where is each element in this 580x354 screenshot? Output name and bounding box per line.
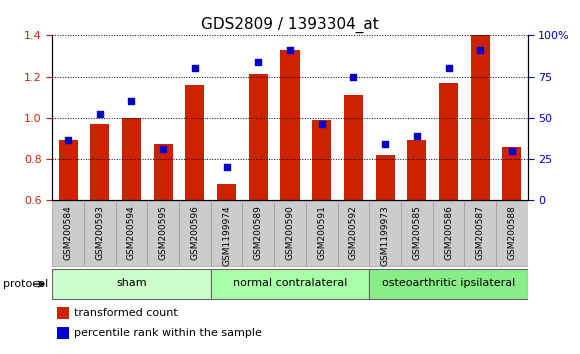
FancyBboxPatch shape [52,269,211,299]
Point [158,146,168,152]
Bar [281,50,299,200]
FancyBboxPatch shape [84,201,115,266]
Text: GSM200594: GSM200594 [127,205,136,260]
Text: protocol: protocol [3,279,48,289]
Text: sham: sham [116,278,147,289]
Text: GSM200591: GSM200591 [317,205,326,260]
FancyBboxPatch shape [338,201,369,266]
Bar [217,183,236,200]
Text: GSM200592: GSM200592 [349,205,358,260]
FancyBboxPatch shape [211,269,369,299]
FancyBboxPatch shape [306,201,338,266]
Text: normal contralateral: normal contralateral [233,278,347,289]
Bar [312,120,331,200]
Point [127,98,136,104]
FancyBboxPatch shape [179,201,211,266]
Bar [57,307,69,319]
Text: GSM200589: GSM200589 [254,205,263,260]
Bar [471,35,490,200]
Bar [502,147,521,200]
Bar [407,140,426,200]
FancyBboxPatch shape [465,201,496,266]
Point [476,47,485,53]
Point [317,121,327,127]
Text: GSM200586: GSM200586 [444,205,453,260]
Point [444,65,453,71]
Bar [376,155,394,200]
Text: GSM1199974: GSM1199974 [222,205,231,266]
FancyBboxPatch shape [211,201,242,266]
FancyBboxPatch shape [115,201,147,266]
Text: GSM1199973: GSM1199973 [380,205,390,266]
Text: GSM200593: GSM200593 [95,205,104,260]
FancyBboxPatch shape [369,269,528,299]
FancyBboxPatch shape [274,201,306,266]
Title: GDS2809 / 1393304_at: GDS2809 / 1393304_at [201,16,379,33]
Point [253,59,263,65]
Text: GSM200588: GSM200588 [508,205,516,260]
Bar [57,327,69,339]
Text: percentile rank within the sample: percentile rank within the sample [74,328,262,338]
Point [190,65,200,71]
Text: GSM200584: GSM200584 [64,205,72,260]
Text: GSM200587: GSM200587 [476,205,485,260]
Point [63,137,72,143]
Point [222,164,231,170]
Bar [90,124,109,200]
Point [285,47,295,53]
Text: GSM200596: GSM200596 [190,205,200,260]
Point [412,133,422,139]
FancyBboxPatch shape [401,201,433,266]
FancyBboxPatch shape [369,201,401,266]
FancyBboxPatch shape [52,201,84,266]
Bar [186,85,204,200]
Bar [249,74,268,200]
Point [380,142,390,147]
Text: GSM200590: GSM200590 [285,205,295,260]
Bar [154,144,173,200]
Point [349,74,358,79]
Point [95,111,104,116]
Bar [439,83,458,200]
Bar [344,95,363,200]
Bar [59,140,78,200]
Bar [122,118,141,200]
Text: osteoarthritic ipsilateral: osteoarthritic ipsilateral [382,278,515,289]
Point [508,148,517,154]
Text: GSM200585: GSM200585 [412,205,421,260]
FancyBboxPatch shape [433,201,465,266]
Text: GSM200595: GSM200595 [159,205,168,260]
FancyBboxPatch shape [147,201,179,266]
Text: transformed count: transformed count [74,308,177,318]
FancyBboxPatch shape [242,201,274,266]
FancyBboxPatch shape [496,201,528,266]
